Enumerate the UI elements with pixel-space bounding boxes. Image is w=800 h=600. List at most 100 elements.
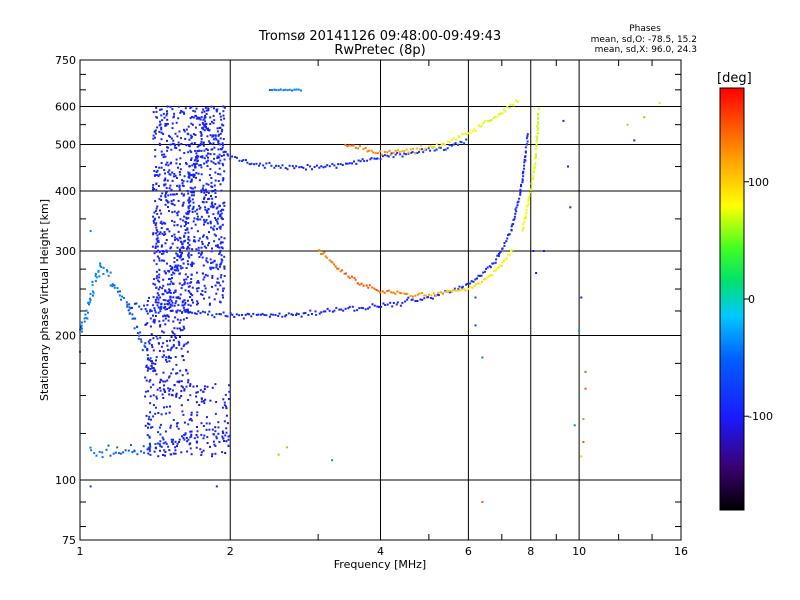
echo-point xyxy=(186,308,189,311)
echo-point xyxy=(162,299,165,301)
echo-point xyxy=(534,157,537,160)
echo-point xyxy=(376,157,379,160)
echo-point xyxy=(458,136,461,139)
echo-point xyxy=(521,181,524,184)
echo-point xyxy=(363,160,366,163)
echo-point xyxy=(190,143,193,146)
echo-point xyxy=(265,162,268,165)
echo-point xyxy=(159,325,162,328)
echo-point xyxy=(174,236,177,239)
echo-point xyxy=(189,447,192,450)
echo-point xyxy=(179,336,181,338)
echo-point xyxy=(173,146,176,149)
echo-point xyxy=(204,273,207,276)
echo-point xyxy=(172,296,175,299)
echo-point xyxy=(167,445,170,448)
echo-point xyxy=(187,252,190,255)
echo-point xyxy=(183,130,186,133)
echo-point xyxy=(155,406,157,409)
echo-point xyxy=(198,179,201,182)
echo-point xyxy=(216,277,219,280)
echo-point xyxy=(174,289,177,292)
echo-point xyxy=(178,282,181,285)
echo-point xyxy=(522,170,525,173)
echo-point xyxy=(99,264,102,267)
echo-point xyxy=(188,418,191,421)
echo-point xyxy=(365,284,368,287)
echo-point xyxy=(185,278,188,281)
echo-point xyxy=(174,440,177,443)
echo-point xyxy=(405,293,408,296)
echo-point xyxy=(219,284,222,287)
echo-point xyxy=(174,446,177,449)
echo-point xyxy=(219,242,222,245)
echo-point xyxy=(162,315,165,318)
echo-point xyxy=(526,140,529,143)
echo-point xyxy=(182,201,185,204)
echo-point xyxy=(435,148,438,151)
echo-point xyxy=(155,277,158,280)
echo-point xyxy=(323,251,326,254)
echo-point xyxy=(170,188,173,191)
echo-point xyxy=(165,249,168,252)
echo-point xyxy=(164,290,167,293)
echo-point xyxy=(164,380,167,383)
echo-point xyxy=(300,166,303,168)
echo-point xyxy=(526,133,529,136)
echo-point xyxy=(214,192,217,195)
echo-point xyxy=(162,133,165,135)
echo-point xyxy=(169,349,172,352)
echo-point xyxy=(166,139,168,142)
echo-point xyxy=(418,292,421,295)
echo-point xyxy=(430,294,433,297)
echo-point xyxy=(537,127,540,130)
echo-point xyxy=(295,88,298,91)
echo-point xyxy=(213,298,216,301)
echo-point xyxy=(198,404,201,406)
echo-point xyxy=(151,367,154,370)
echo-point xyxy=(320,311,323,314)
echo-point xyxy=(219,126,222,129)
echo-point xyxy=(166,308,169,310)
echo-point xyxy=(176,214,179,217)
echo-point xyxy=(214,426,217,429)
echo-point xyxy=(158,386,161,389)
echo-point xyxy=(331,310,334,313)
echo-point xyxy=(185,317,188,319)
echo-point xyxy=(233,316,236,318)
echo-point xyxy=(174,144,177,147)
echo-point xyxy=(209,142,211,145)
echo-point xyxy=(189,134,192,137)
echo-point xyxy=(169,309,172,312)
echo-point xyxy=(177,144,180,147)
echo-point xyxy=(155,296,158,299)
echo-point xyxy=(198,164,201,167)
echo-point xyxy=(173,233,176,236)
echo-point xyxy=(169,303,172,306)
echo-point xyxy=(343,272,346,275)
y-tick-label: 75 xyxy=(62,534,76,547)
echo-point xyxy=(189,296,192,298)
echo-point xyxy=(361,158,364,161)
echo-point xyxy=(148,359,151,361)
echo-point xyxy=(161,244,163,247)
echo-point xyxy=(455,138,458,141)
echo-point xyxy=(519,193,522,196)
echo-point xyxy=(166,344,169,347)
echo-point xyxy=(368,149,371,152)
echo-point xyxy=(297,313,300,316)
echo-point xyxy=(146,312,149,315)
echo-point xyxy=(401,301,404,304)
echo-point xyxy=(205,259,208,262)
echo-point xyxy=(200,140,203,143)
x-tick-label: 4 xyxy=(377,545,384,558)
echo-point xyxy=(187,303,190,306)
echo-point xyxy=(213,316,216,319)
echo-point xyxy=(258,164,260,167)
data-points xyxy=(79,88,661,503)
echo-point xyxy=(155,373,158,376)
echo-point xyxy=(87,311,89,314)
echo-point xyxy=(471,286,474,289)
echo-point xyxy=(371,286,374,289)
